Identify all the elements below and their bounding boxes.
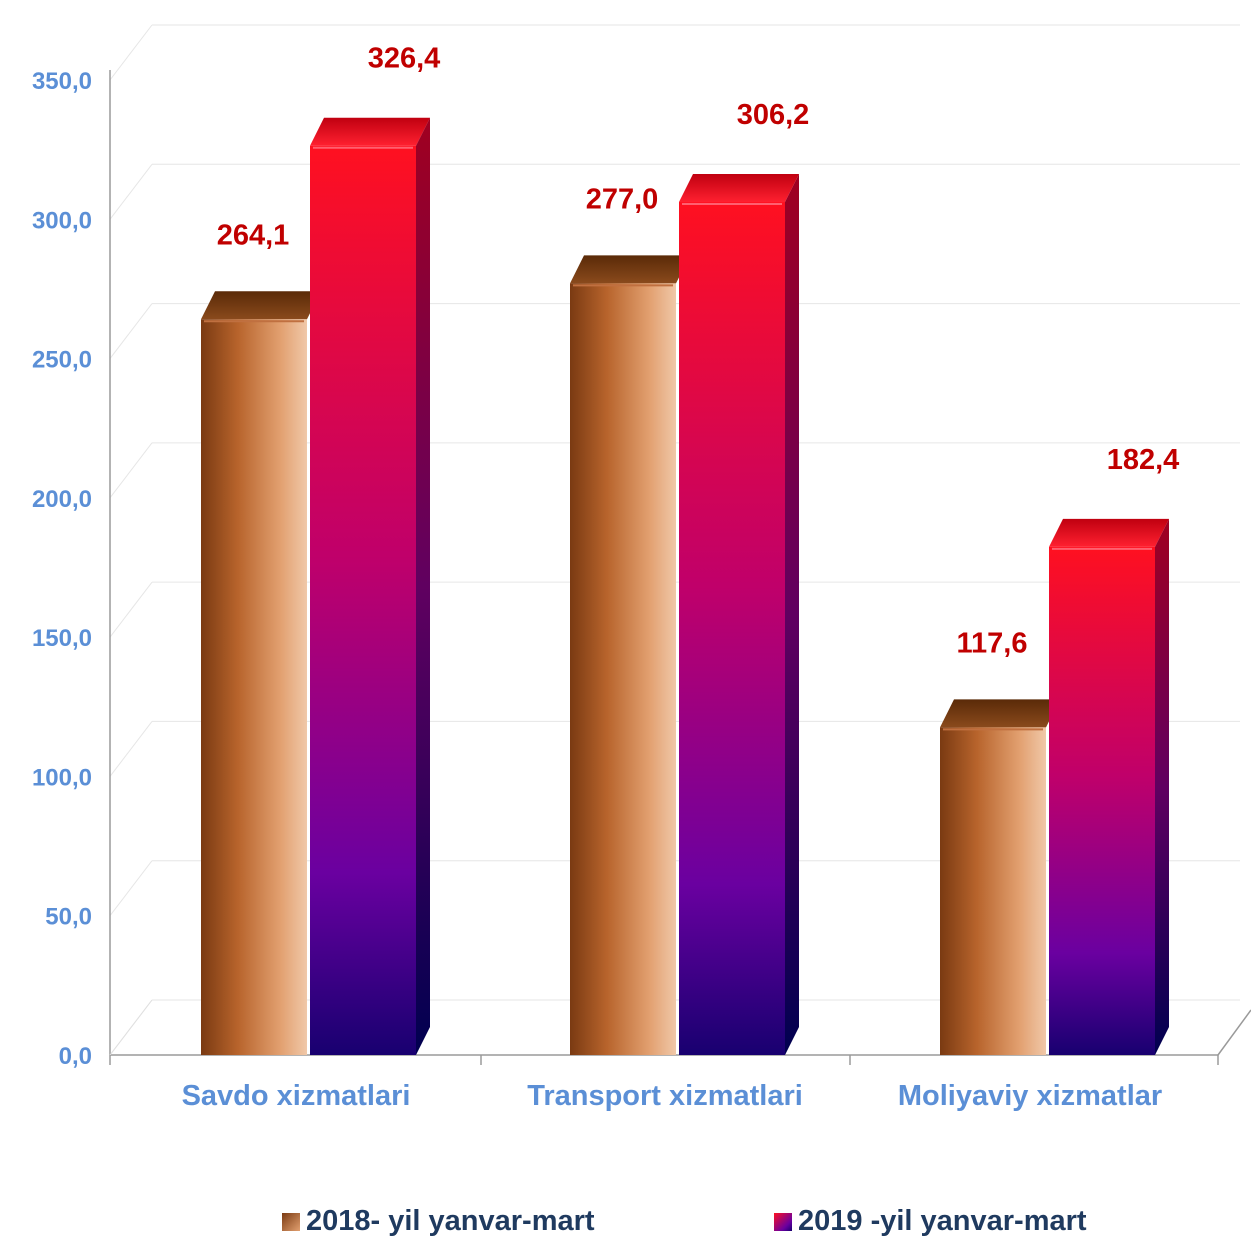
- gridline-depth: [109, 442, 153, 499]
- gridline-depth: [109, 581, 153, 638]
- bar-front-face: [940, 727, 1046, 1055]
- bar-2019-0: [310, 117, 430, 1055]
- y-tick-label: 350,0: [32, 68, 92, 95]
- bars: [201, 117, 1169, 1055]
- bar-top-face: [679, 174, 799, 203]
- gridline-depth: [109, 303, 153, 359]
- bar-2018-0: [201, 291, 321, 1055]
- y-tick-labels: 0,0 50,0 100,0 150,0 200,0 250,0 300,0 350,0: [32, 68, 92, 1070]
- bar-top-face: [570, 255, 690, 284]
- bar-top-face: [940, 699, 1060, 728]
- data-label: 306,2: [737, 99, 810, 131]
- bar-front-face: [570, 283, 676, 1055]
- bar-front-face: [201, 319, 307, 1055]
- data-label: 117,6: [957, 627, 1028, 659]
- bar-2019-2: [1049, 518, 1169, 1055]
- data-labels: 264,1 326,4 277,0 306,2 117,6 182,4: [217, 43, 1180, 660]
- bar-side-face: [1155, 518, 1169, 1055]
- x-category-label: Savdo xizmatlari: [182, 1080, 411, 1112]
- data-label: 264,1: [217, 219, 290, 251]
- y-tick-label: 250,0: [32, 347, 92, 374]
- bar-top-face: [201, 291, 321, 320]
- x-category-labels: Savdo xizmatlari Transport xizmatlari Moli…: [182, 1080, 1163, 1112]
- bar-front-face: [679, 202, 785, 1055]
- bar-2018-2: [940, 699, 1060, 1055]
- bar-side-face: [785, 174, 799, 1055]
- bar-front-face: [1049, 546, 1155, 1055]
- legend-label-2019: 2019 -yil yanvar-mart: [798, 1205, 1087, 1237]
- bar-2019-1: [679, 174, 799, 1055]
- y-tick-label: 200,0: [32, 486, 92, 513]
- data-label: 326,4: [368, 43, 441, 75]
- legend-swatch-2019: [774, 1212, 792, 1231]
- bar-front-face: [310, 145, 416, 1055]
- x-category-label: Moliyaviy xizmatlar: [898, 1080, 1162, 1112]
- y-tick-label: 100,0: [32, 764, 92, 791]
- legend-item-2018: 2018- yil yanvar-mart: [282, 1205, 595, 1238]
- legend-swatch-2018: [282, 1212, 300, 1231]
- bar-top-face: [310, 117, 430, 146]
- gridline-depth: [109, 860, 153, 917]
- floor-edge: [1217, 1009, 1251, 1056]
- gridline-depth: [109, 721, 153, 777]
- legend: 2018- yil yanvar-mart 2019 -yil yanvar-m…: [0, 1205, 1251, 1245]
- y-tick-label: 0,0: [59, 1043, 92, 1070]
- bar-top-face: [1049, 518, 1169, 547]
- y-tick-label: 300,0: [32, 207, 92, 234]
- legend-item-2019: 2019 -yil yanvar-mart: [774, 1205, 1087, 1238]
- y-tick-label: 150,0: [32, 625, 92, 652]
- gridline-depth: [109, 24, 153, 81]
- gridline-depth: [109, 163, 153, 220]
- bar-side-face: [416, 117, 430, 1055]
- data-label: 182,4: [1107, 444, 1180, 476]
- floor-depth: [109, 999, 153, 1056]
- bar-2018-1: [570, 255, 690, 1055]
- data-label: 277,0: [586, 183, 659, 215]
- y-tick-label: 50,0: [45, 904, 92, 931]
- legend-label-2018: 2018- yil yanvar-mart: [306, 1205, 595, 1237]
- x-category-label: Transport xizmatlari: [527, 1080, 803, 1112]
